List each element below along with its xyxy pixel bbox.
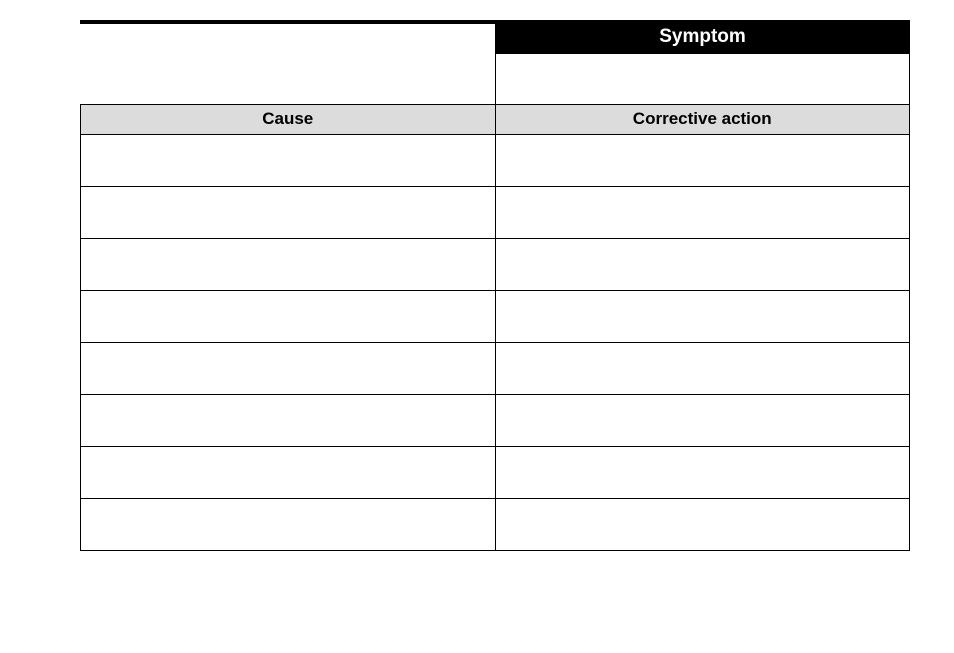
cause-cell (81, 498, 496, 550)
table-row (81, 186, 910, 238)
cause-cell (81, 342, 496, 394)
action-cell (495, 342, 910, 394)
action-cell (495, 290, 910, 342)
table-row (81, 290, 910, 342)
action-cell (495, 134, 910, 186)
table-body: Cause Corrective action (81, 54, 910, 550)
symptom-value-row (81, 54, 910, 104)
cause-cell (81, 290, 496, 342)
action-cell (495, 394, 910, 446)
gap-cell-left (81, 54, 496, 104)
top-rule-left (80, 20, 495, 54)
action-cell (495, 498, 910, 550)
table-row (81, 134, 910, 186)
troubleshooting-table: Cause Corrective action (80, 54, 910, 551)
cause-cell (81, 446, 496, 498)
table-row (81, 498, 910, 550)
table-row (81, 238, 910, 290)
table-row (81, 446, 910, 498)
action-cell (495, 238, 910, 290)
cause-cell (81, 134, 496, 186)
column-header-row: Cause Corrective action (81, 104, 910, 134)
cause-cell (81, 238, 496, 290)
table-row (81, 394, 910, 446)
page: Symptom Cause Corrective action (0, 0, 954, 653)
cause-cell (81, 394, 496, 446)
column-header-corrective-action: Corrective action (495, 104, 910, 134)
symptom-value-cell (495, 54, 910, 104)
table-row (81, 342, 910, 394)
column-header-cause: Cause (81, 104, 496, 134)
cause-cell (81, 186, 496, 238)
action-cell (495, 446, 910, 498)
symptom-top-row: Symptom (80, 20, 910, 54)
symptom-header-cell: Symptom (495, 20, 910, 54)
action-cell (495, 186, 910, 238)
